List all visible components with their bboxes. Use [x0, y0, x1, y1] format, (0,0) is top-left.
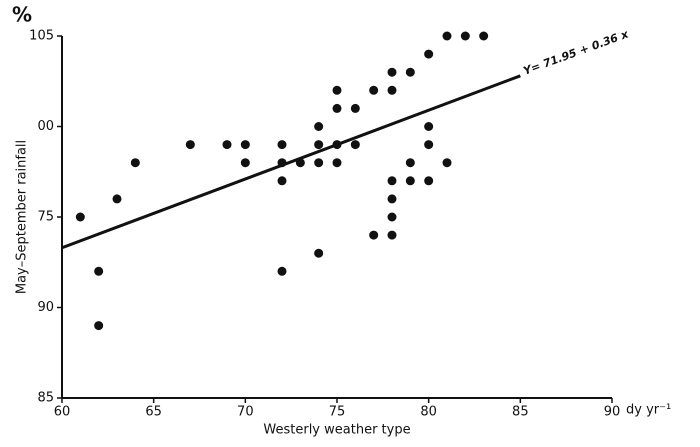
- data-point: [405, 67, 415, 77]
- y-axis-label: May–September rainfall: [15, 140, 30, 294]
- data-point: [424, 140, 434, 150]
- regression-line: [61, 74, 521, 250]
- y-tick-label: 105: [29, 29, 54, 44]
- data-point: [405, 176, 415, 186]
- x-tick-label: 80: [420, 405, 437, 420]
- data-point: [387, 67, 397, 77]
- data-point: [314, 122, 324, 131]
- data-point: [387, 230, 397, 240]
- data-point: [424, 122, 434, 131]
- x-tick-label: 70: [237, 405, 254, 420]
- data-point: [185, 140, 195, 150]
- data-point: [332, 85, 342, 95]
- x-tick-label: 90: [604, 405, 621, 420]
- data-point: [332, 158, 342, 168]
- data-point: [314, 140, 324, 150]
- data-point: [387, 194, 397, 204]
- data-point: [75, 212, 85, 222]
- data-point: [314, 248, 324, 258]
- data-point: [94, 266, 104, 276]
- y-tick-label: 00: [37, 119, 54, 134]
- data-point: [222, 140, 232, 150]
- data-point: [387, 176, 397, 186]
- y-tick-label: 90: [37, 300, 54, 315]
- data-point: [277, 140, 287, 150]
- data-point: [112, 194, 122, 204]
- data-point: [240, 140, 250, 150]
- data-point: [387, 85, 397, 95]
- data-point: [387, 212, 397, 222]
- y-tick-label: 85: [37, 391, 54, 406]
- data-point: [295, 158, 305, 168]
- y-unit: %: [12, 3, 32, 27]
- data-point: [424, 176, 434, 186]
- x-tick-label: 75: [329, 405, 346, 420]
- regression-equation: Y= 71.95 + 0.36 x: [522, 27, 631, 77]
- y-tick-label: 75: [37, 210, 54, 225]
- data-point: [332, 103, 342, 113]
- data-point: [314, 158, 324, 168]
- x-tick-label: 65: [145, 405, 162, 420]
- data-point: [479, 31, 489, 41]
- data-point: [369, 85, 379, 95]
- data-point: [369, 230, 379, 240]
- data-point: [130, 158, 140, 168]
- data-point: [277, 266, 287, 276]
- data-point: [332, 140, 342, 150]
- data-point: [240, 158, 250, 168]
- data-point: [442, 31, 452, 41]
- data-point: [277, 176, 287, 186]
- x-axis-label: Westerly weather type: [263, 423, 410, 438]
- x-tick-label: 60: [54, 405, 71, 420]
- data-point: [94, 321, 104, 331]
- data-point: [350, 103, 360, 113]
- data-point: [277, 158, 287, 168]
- x-tick-label: 85: [512, 405, 529, 420]
- data-point: [442, 158, 452, 168]
- data-point: [424, 49, 434, 59]
- data-point: [405, 158, 415, 168]
- data-point: [350, 140, 360, 150]
- x-unit: dy yr⁻¹: [626, 403, 671, 418]
- data-point: [460, 31, 470, 41]
